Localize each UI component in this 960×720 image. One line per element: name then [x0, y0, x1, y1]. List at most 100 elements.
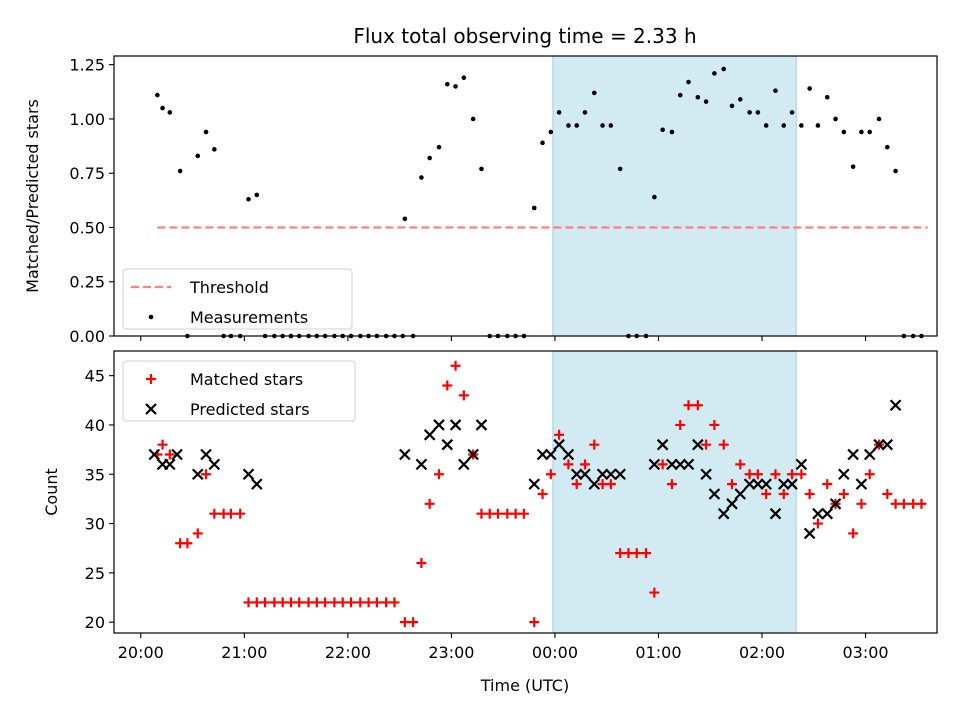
measurement-point	[859, 129, 864, 135]
predicted-star-point	[692, 438, 704, 451]
predicted-star-point	[399, 448, 411, 461]
matched-star-point	[545, 469, 556, 480]
x-tick-label: 23:00	[428, 643, 474, 662]
predicted-star-point	[148, 448, 161, 461]
y-tick-label: 0.50	[69, 218, 105, 237]
measurement-point	[652, 194, 657, 200]
predicted-star-point	[777, 478, 790, 490]
count-y-axis-label: Count	[42, 468, 61, 516]
matched-star-point	[804, 488, 815, 499]
predicted-star-point	[769, 507, 782, 520]
matched-star-point	[675, 419, 686, 430]
measurement-point	[177, 168, 183, 174]
matched-star-point	[856, 498, 867, 509]
predicted-star-point	[873, 438, 885, 451]
matched-star-point	[692, 400, 703, 411]
matched-star-point	[735, 459, 746, 470]
predicted-star-point	[467, 448, 479, 461]
predicted-star-point	[786, 478, 798, 490]
measurement-point	[155, 92, 160, 98]
y-tick-label: 40	[85, 416, 105, 435]
predicted-star-point	[803, 527, 816, 540]
measurement-point	[402, 216, 408, 222]
ratio-y-axis: 0.00 0.25 0.50 0.75 1.00 1.25	[69, 56, 114, 346]
matched-star-point	[727, 479, 738, 490]
predicted-star-point	[743, 478, 756, 490]
measurement-point	[436, 144, 442, 150]
y-tick-label: 0.75	[69, 164, 105, 183]
matched-star-point	[571, 479, 582, 490]
y-tick-label: 0.00	[69, 327, 105, 346]
predicted-star-point	[171, 448, 183, 461]
predicted-star-point	[821, 507, 834, 520]
matched-star-point	[225, 508, 236, 519]
y-tick-label: 20	[85, 613, 105, 632]
measurement-point	[167, 110, 173, 115]
matched-star-point	[182, 538, 193, 549]
predicted-star-point	[570, 468, 583, 481]
matched-star-point	[718, 439, 729, 450]
matched-star-point	[787, 469, 798, 480]
predicted-star-point	[423, 429, 436, 441]
measurement-point	[755, 110, 761, 115]
legend-label: Predicted stars	[190, 400, 310, 419]
ratio-panel-frame	[113, 55, 938, 337]
ratio-panel-shaded-region	[552, 56, 797, 336]
y-tick-label: 1.25	[69, 56, 105, 75]
measurement-point	[850, 164, 856, 169]
predicted-star-point	[242, 468, 255, 481]
matched-star-point	[579, 459, 590, 470]
matched-star-point	[761, 488, 772, 499]
ratio-legend: Threshold Measurements	[122, 268, 353, 330]
predicted-star-point	[829, 498, 842, 510]
matched-star-point	[666, 479, 677, 490]
measurement-point	[531, 205, 537, 211]
legend-label: Threshold	[189, 278, 269, 297]
measurement-point	[582, 110, 588, 115]
predicted-star-point	[545, 448, 557, 461]
count-x-axis: 20:00 21:00 22:00 23:00 00:00 01:00 02:00 03:00	[118, 633, 889, 662]
matched-star-point	[701, 439, 712, 450]
matched-star-point	[433, 469, 444, 480]
measurement-point	[833, 116, 838, 122]
measurement-point	[712, 71, 717, 76]
measurement-point	[419, 175, 424, 180]
predicted-star-point	[596, 468, 609, 481]
matched-star-point	[882, 488, 893, 499]
matched-star-point	[164, 449, 175, 460]
count-y-axis: 20 25 30 35 40 45	[85, 367, 114, 632]
legend-box	[122, 360, 356, 422]
matched-star-point	[157, 439, 168, 450]
measurement-point	[600, 123, 605, 128]
matched-star-point	[416, 557, 427, 568]
ratio-y-axis-label: Matched/Predicted stars	[23, 99, 42, 293]
predicted-star-point	[863, 448, 876, 461]
predicted-star-point	[536, 448, 549, 461]
predicted-star-point	[889, 399, 902, 412]
measurement-point	[160, 105, 165, 111]
x-tick-label: 21:00	[221, 643, 267, 662]
predicted-star-point	[614, 468, 626, 481]
measurement-point	[876, 116, 882, 122]
matched-star-point	[641, 548, 652, 559]
x-tick-label: 22:00	[325, 643, 371, 662]
x-axis-label: Time (UTC)	[480, 676, 569, 695]
ratio-x-axis	[140, 336, 867, 341]
ratio-marks	[155, 56, 928, 339]
ratio-panel: 0.00 0.25 0.50 0.75 1.00 1.25 Matched/Predict…	[23, 55, 938, 346]
measurement-point	[470, 116, 476, 122]
measurement-point	[807, 86, 812, 91]
measurement-point	[703, 99, 709, 104]
predicted-star-point	[208, 458, 221, 471]
predicted-star-point	[415, 458, 428, 471]
predicted-star-point	[734, 488, 747, 500]
x-tick-label: 03:00	[843, 643, 889, 662]
measurement-point	[591, 90, 597, 96]
legend-label: Matched stars	[190, 370, 303, 389]
measurement-point	[195, 153, 201, 159]
measurement-point	[427, 155, 432, 161]
x-tick-label: 20:00	[118, 643, 164, 662]
measurement-point	[893, 168, 898, 174]
matched-star-point	[838, 488, 849, 499]
predicted-star-point	[838, 468, 850, 481]
